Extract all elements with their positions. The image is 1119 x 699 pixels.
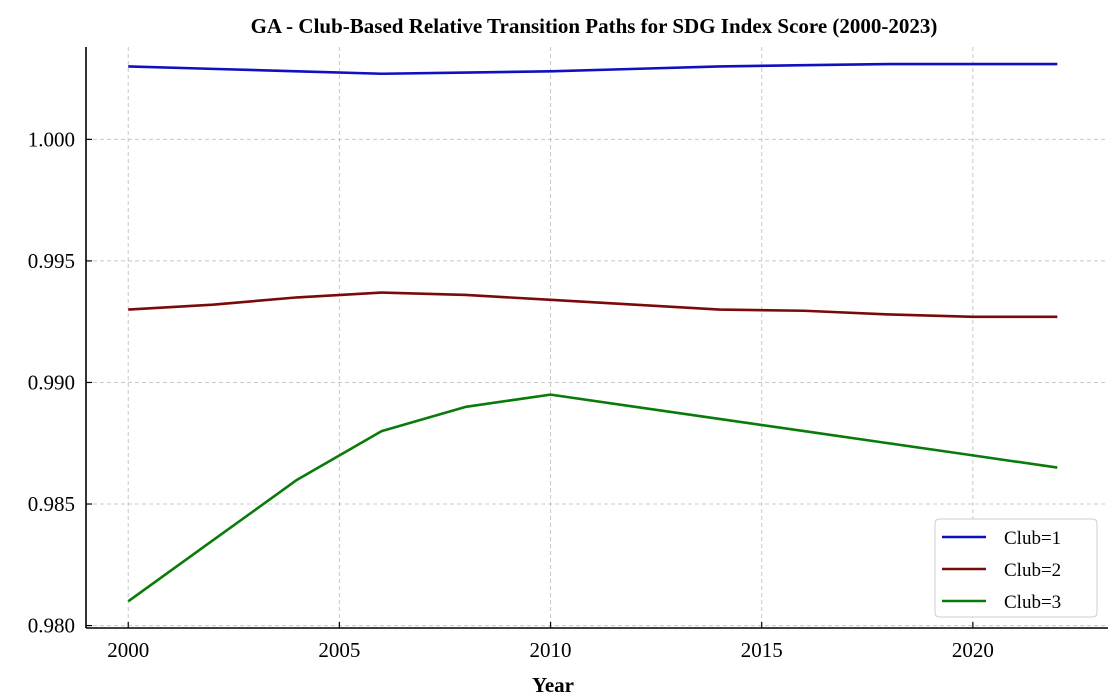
- y-tick-label-0.985: 0.985: [28, 492, 75, 516]
- y-tick-label-0.995: 0.995: [28, 249, 75, 273]
- x-tick-label-2000: 2000: [107, 638, 149, 662]
- legend-item-club-1: Club=1: [942, 528, 1061, 549]
- y-tick-label-0.990: 0.990: [28, 370, 75, 394]
- y-tick-label-1.000: 1.000: [28, 127, 75, 151]
- series-line-club-1: [128, 62, 1058, 76]
- chart-title: GA - Club-Based Relative Transition Path…: [251, 14, 938, 38]
- x-tick-label-2015: 2015: [741, 638, 783, 662]
- legend-item-club-2: Club=2: [942, 560, 1061, 581]
- legend-label-club-1: Club=1: [1004, 528, 1061, 549]
- y-tick-label-0.980: 0.980: [28, 614, 75, 638]
- series-line-club-2: [128, 291, 1058, 319]
- x-tick-label-2020: 2020: [952, 638, 994, 662]
- series-line-club-3: [127, 393, 1058, 603]
- legend-box: [934, 518, 1098, 618]
- x-axis-label: Year: [532, 673, 574, 697]
- legend-item-club-3: Club=3: [942, 592, 1061, 613]
- series-lines: [127, 62, 1058, 603]
- tick-labels: 2000 2005 2010 2015 2020 0.980 0.985 0.990 0.995…: [28, 127, 994, 662]
- legend-label-club-2: Club=2: [1004, 560, 1061, 581]
- legend: Club=1 Club=2 Club=3: [934, 518, 1098, 618]
- x-tick-label-2005: 2005: [318, 638, 360, 662]
- x-tick-label-2010: 2010: [530, 638, 572, 662]
- axes: [85, 47, 1108, 629]
- legend-label-club-3: Club=3: [1004, 592, 1061, 613]
